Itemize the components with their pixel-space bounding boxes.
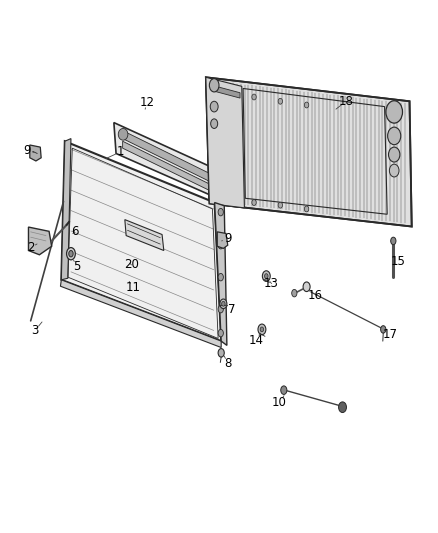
- Polygon shape: [123, 131, 215, 184]
- Text: 5: 5: [73, 260, 80, 273]
- Polygon shape: [114, 123, 221, 200]
- Ellipse shape: [391, 237, 396, 245]
- Text: 11: 11: [126, 281, 141, 294]
- Ellipse shape: [210, 101, 218, 112]
- Ellipse shape: [69, 251, 73, 257]
- Polygon shape: [215, 203, 227, 345]
- Ellipse shape: [220, 299, 227, 309]
- Text: 6: 6: [71, 225, 78, 238]
- Ellipse shape: [304, 102, 309, 108]
- Text: 20: 20: [124, 259, 139, 271]
- Ellipse shape: [278, 203, 283, 208]
- Polygon shape: [28, 227, 52, 255]
- Polygon shape: [61, 139, 71, 280]
- Ellipse shape: [389, 147, 400, 162]
- Text: 2: 2: [27, 241, 35, 254]
- Ellipse shape: [218, 305, 223, 313]
- Text: 8: 8: [224, 357, 231, 370]
- Ellipse shape: [281, 386, 287, 394]
- Polygon shape: [123, 141, 215, 193]
- Ellipse shape: [386, 101, 403, 123]
- Text: 10: 10: [272, 396, 287, 409]
- Ellipse shape: [67, 247, 75, 260]
- Polygon shape: [212, 85, 240, 98]
- Text: 9: 9: [224, 232, 232, 245]
- Polygon shape: [61, 141, 221, 341]
- Ellipse shape: [262, 271, 270, 281]
- Ellipse shape: [211, 119, 218, 128]
- Text: 17: 17: [382, 328, 397, 341]
- Ellipse shape: [218, 241, 223, 249]
- Polygon shape: [60, 280, 221, 348]
- Text: 16: 16: [308, 289, 323, 302]
- Ellipse shape: [218, 329, 223, 337]
- Text: 7: 7: [228, 303, 236, 316]
- Ellipse shape: [260, 327, 264, 332]
- Polygon shape: [125, 220, 164, 251]
- Polygon shape: [30, 145, 41, 161]
- Text: 1: 1: [117, 146, 124, 158]
- Text: 13: 13: [264, 277, 279, 290]
- Polygon shape: [217, 232, 228, 248]
- Ellipse shape: [389, 164, 399, 177]
- Ellipse shape: [252, 200, 256, 205]
- Ellipse shape: [381, 326, 386, 333]
- Polygon shape: [206, 77, 244, 208]
- Text: 12: 12: [139, 96, 154, 109]
- Ellipse shape: [218, 349, 224, 357]
- Ellipse shape: [209, 78, 219, 92]
- Text: 15: 15: [390, 255, 405, 268]
- Ellipse shape: [218, 273, 223, 281]
- Text: 9: 9: [23, 144, 31, 157]
- Ellipse shape: [118, 128, 128, 140]
- Ellipse shape: [339, 402, 346, 413]
- Ellipse shape: [304, 206, 309, 212]
- Text: 3: 3: [32, 324, 39, 337]
- Ellipse shape: [303, 282, 310, 292]
- Ellipse shape: [292, 289, 297, 297]
- Text: 18: 18: [339, 95, 353, 108]
- Ellipse shape: [218, 208, 223, 216]
- Ellipse shape: [265, 274, 268, 279]
- Ellipse shape: [278, 98, 283, 104]
- Polygon shape: [206, 77, 412, 227]
- Ellipse shape: [222, 302, 225, 306]
- Ellipse shape: [252, 94, 256, 100]
- Ellipse shape: [258, 324, 266, 335]
- Ellipse shape: [388, 127, 401, 145]
- Text: 14: 14: [249, 334, 264, 346]
